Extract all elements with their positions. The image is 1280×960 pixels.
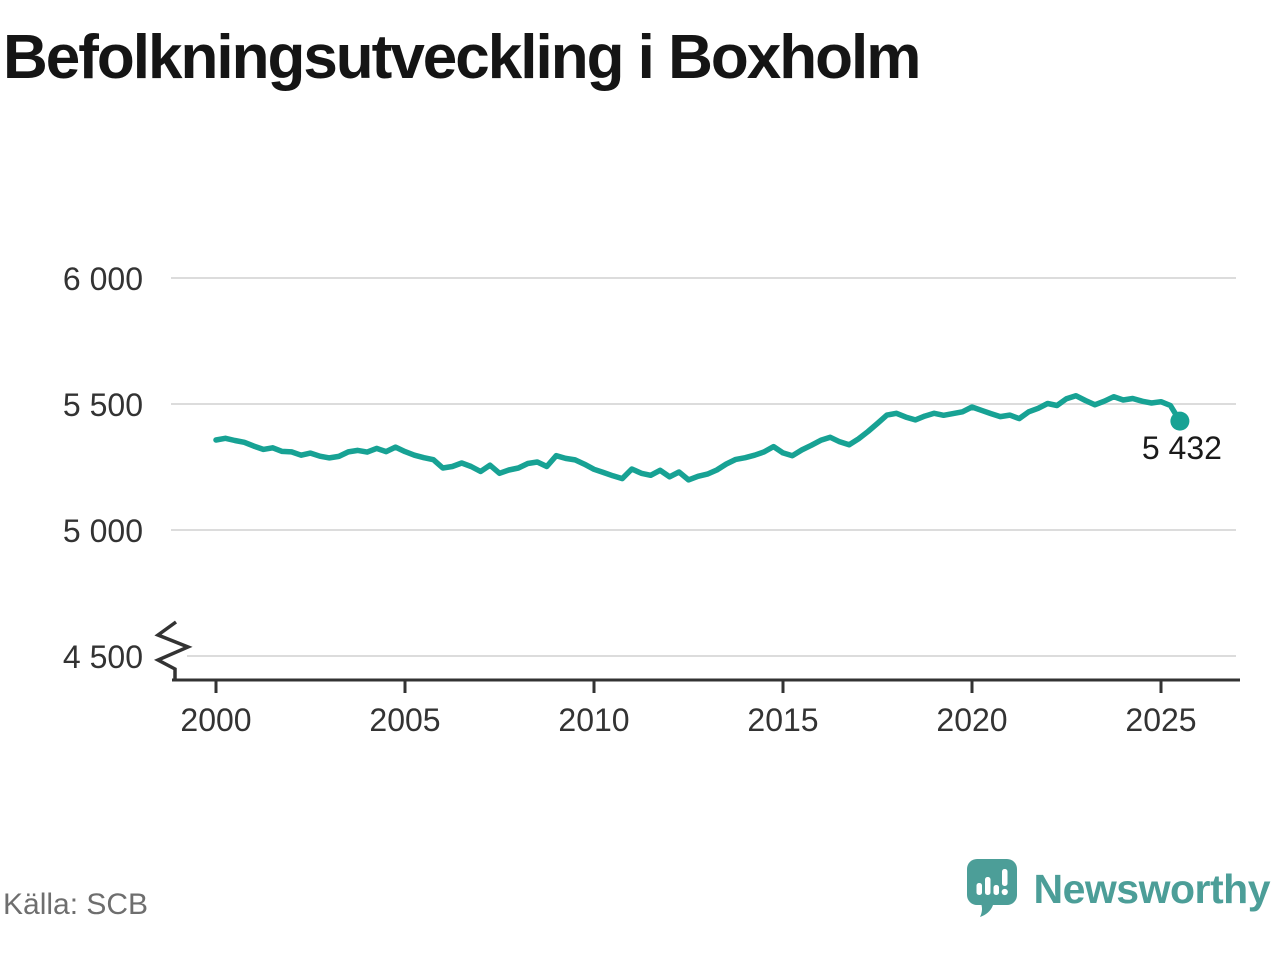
x-tick-label: 2005	[369, 702, 440, 738]
newsworthy-logo: Newsworthy	[966, 858, 1271, 920]
line-series: 5 432	[213, 392, 1222, 483]
y-tick-label: 4 500	[63, 639, 143, 675]
end-point-dot	[1170, 411, 1190, 431]
source-note: Källa: SCB	[3, 888, 149, 921]
population-line	[213, 392, 1183, 483]
gridlines: 6 000 5 500 5 000 4 500	[63, 261, 1236, 675]
end-value-label: 5 432	[1142, 430, 1222, 466]
newsworthy-speech-bubble-barchart-icon	[966, 859, 1017, 917]
x-tick-label: 2000	[180, 702, 251, 738]
y-tick-label: 6 000	[63, 261, 143, 297]
x-tick-label: 2020	[936, 702, 1007, 738]
newsworthy-wordmark: Newsworthy	[1033, 865, 1271, 912]
chart-title: Befolkningsutveckling i Boxholm	[3, 23, 921, 92]
x-tick-label: 2010	[558, 702, 629, 738]
y-tick-label: 5 000	[63, 513, 143, 549]
axis-break-icon	[153, 620, 193, 680]
x-tick-label: 2015	[747, 702, 818, 738]
axes: 2000 2005 2010 2015 2020 2025	[153, 620, 1240, 738]
x-tick-label: 2025	[1125, 702, 1196, 738]
y-tick-label: 5 500	[63, 387, 143, 423]
